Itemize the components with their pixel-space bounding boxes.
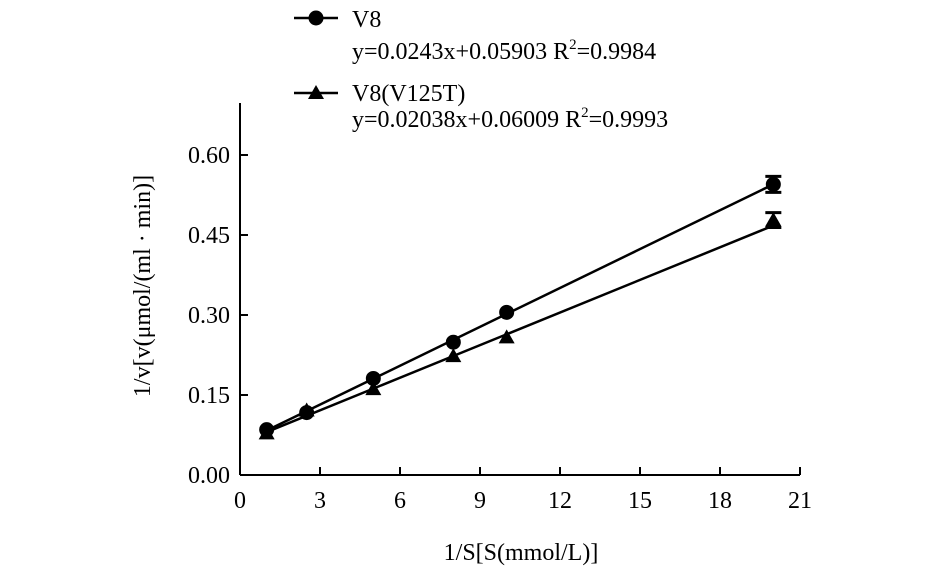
- data-points: [258, 176, 782, 440]
- x-tick-label: 15: [628, 488, 652, 514]
- legend-marker-v8: [308, 10, 324, 26]
- x-tick-label: 3: [314, 488, 326, 514]
- legend-label-v8-v125t: V8(V125T): [352, 81, 465, 107]
- data-point-circle: [445, 334, 461, 350]
- y-tick-label: 0.15: [188, 383, 230, 409]
- legend-equation-v8: y=0.0243x+0.05903 R2=0.9984: [352, 37, 656, 65]
- data-point-triangle: [365, 381, 382, 396]
- data-point-circle: [765, 176, 781, 192]
- legend-label-v8: V8: [352, 7, 381, 33]
- axes: [239, 103, 800, 476]
- data-point-triangle: [445, 348, 462, 363]
- x-tick-label: 21: [788, 488, 812, 514]
- data-point-triangle: [258, 425, 275, 440]
- x-axis-title: 1/S[S(mmol/L)]: [444, 540, 599, 566]
- legend-marker-v8-v125t: [308, 85, 324, 99]
- fit-lines: [266, 183, 774, 434]
- y-axis-ticks: 0.00 0.15 0.30 0.45 0.60: [188, 143, 248, 489]
- data-point-circle: [365, 370, 381, 386]
- x-tick-label: 12: [548, 488, 572, 514]
- y-axis-title: 1/v[v(μmol/(ml · min)]: [130, 175, 156, 397]
- y-tick-label: 0.60: [188, 143, 230, 169]
- data-point-circle: [499, 304, 515, 320]
- fit-line-series-1: [266, 224, 774, 434]
- legend-entry-v8: V8 y=0.0243x+0.05903 R2=0.9984: [294, 7, 656, 65]
- fit-line-series-0: [266, 183, 774, 432]
- y-tick-label: 0.00: [188, 463, 230, 489]
- x-tick-label: 18: [708, 488, 732, 514]
- legend-equation-v8-v125t: y=0.02038x+0.06009 R2=0.9993: [352, 105, 668, 133]
- y-tick-label: 0.45: [188, 223, 230, 249]
- x-tick-label: 0: [234, 488, 246, 514]
- x-axis-ticks: 0 3 6 9 12 15 18 21: [234, 467, 812, 514]
- y-tick-label: 0.30: [188, 303, 230, 329]
- data-point-triangle: [498, 329, 515, 344]
- data-point-triangle: [765, 212, 782, 227]
- legend: V8 y=0.0243x+0.05903 R2=0.9984 V8(V125T)…: [294, 7, 668, 133]
- legend-entry-v8-v125t: V8(V125T) y=0.02038x+0.06009 R2=0.9993: [294, 81, 668, 133]
- x-tick-label: 9: [474, 488, 486, 514]
- x-tick-label: 6: [394, 488, 406, 514]
- data-point-triangle: [298, 402, 315, 417]
